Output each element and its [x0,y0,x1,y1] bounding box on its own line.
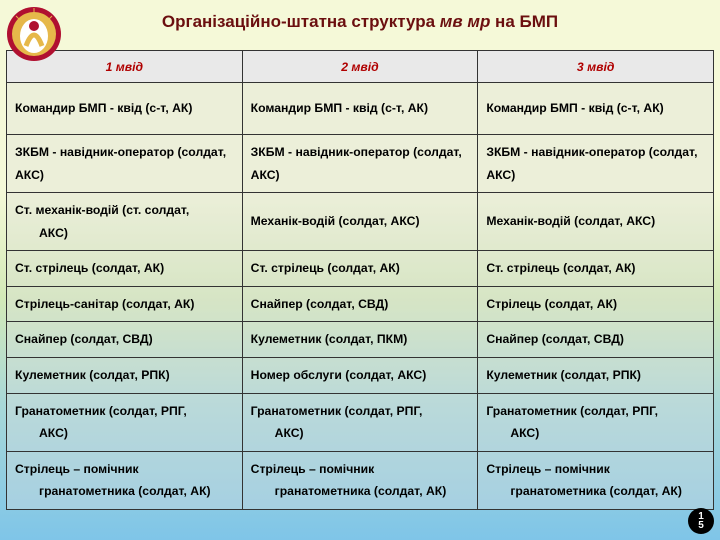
table-cell: Командир БМП - квід (с-т, АК) [242,83,478,135]
table-cell: Ст. механік-водій (ст. солдат, АКС) [7,193,243,251]
table-cell: Командир БМП - квід (с-т, АК) [478,83,714,135]
table-cell: Кулеметник (солдат, ПКМ) [242,322,478,358]
cell-line2: гранатометника (солдат, АК) [15,480,234,503]
table-cell: ЗКБМ - навідник-оператор (солдат, АКС) [242,135,478,193]
table-cell: Механік-водій (солдат, АКС) [478,193,714,251]
col-header-3: 3 мвід [478,51,714,83]
cell-line1: Ст. механік-водій (ст. солдат, [15,203,189,217]
table-cell: Стрілець (солдат, АК) [478,286,714,322]
table-row: ЗКБМ - навідник-оператор (солдат, АКС)ЗК… [7,135,714,193]
table-cell: Гранатометник (солдат, РПГ, АКС) [7,393,243,451]
table-cell: Стрілець – помічник гранатометника (солда… [478,451,714,509]
cell-line2: гранатометника (солдат, АК) [486,480,705,503]
table-cell: Ст. стрілець (солдат, АК) [242,251,478,287]
table-cell: ЗКБМ - навідник-оператор (солдат, АКС) [7,135,243,193]
col-header-2: 2 мвід [242,51,478,83]
cell-line1: Стрілець – помічник [251,462,375,476]
table-cell: Снайпер (солдат, СВД) [242,286,478,322]
table-cell: Стрілець-санітар (солдат, АК) [7,286,243,322]
table-row: Ст. механік-водій (ст. солдат, АКС) Механі… [7,193,714,251]
table-cell: Стрілець – помічник гранатометника (солда… [7,451,243,509]
cell-line2: АКС) [251,422,470,445]
emblem-icon [6,6,62,62]
table-header-row: 1 мвід 2 мвід 3 мвід [7,51,714,83]
page-title: Організаційно-штатна структура мв мр на … [0,0,720,32]
cell-line2: АКС) [15,222,234,245]
cell-line2: АКС) [15,422,234,445]
table-row: Стрілець – помічник гранатометника (солда… [7,451,714,509]
page-num-bottom: 5 [698,521,704,530]
title-part3: на БМП [490,12,558,31]
structure-table-container: 1 мвід 2 мвід 3 мвід Командир БМП - квід… [6,50,714,510]
table-cell: Снайпер (солдат, СВД) [7,322,243,358]
cell-line1: Гранатометник (солдат, РПГ, [486,404,658,418]
cell-line1: Стрілець – помічник [15,462,139,476]
table-cell: Ст. стрілець (солдат, АК) [478,251,714,287]
table-cell: Снайпер (солдат, СВД) [478,322,714,358]
table-cell: Стрілець – помічник гранатометника (солда… [242,451,478,509]
table-cell: Номер обслуги (солдат, АКС) [242,357,478,393]
title-part1: Організаційно-штатна структура [162,12,440,31]
table-cell: Ст. стрілець (солдат, АК) [7,251,243,287]
table-cell: Гранатометник (солдат, РПГ, АКС) [242,393,478,451]
table-cell: Кулеметник (солдат, РПК) [478,357,714,393]
cell-line1: Механік-водій (солдат, АКС) [251,214,420,228]
cell-line2: гранатометника (солдат, АК) [251,480,470,503]
cell-line1: Гранатометник (солдат, РПГ, [251,404,423,418]
structure-table: 1 мвід 2 мвід 3 мвід Командир БМП - квід… [6,50,714,510]
cell-line1: Механік-водій (солдат, АКС) [486,214,655,228]
table-row: Стрілець-санітар (солдат, АК)Снайпер (со… [7,286,714,322]
table-cell: ЗКБМ - навідник-оператор (солдат, АКС) [478,135,714,193]
table-cell: Командир БМП - квід (с-т, АК) [7,83,243,135]
table-row: Гранатометник (солдат, РПГ,АКС)Гранатоме… [7,393,714,451]
cell-line2: АКС) [486,422,705,445]
table-cell: Механік-водій (солдат, АКС) [242,193,478,251]
table-cell: Кулеметник (солдат, РПК) [7,357,243,393]
table-cell: Гранатометник (солдат, РПГ, АКС) [478,393,714,451]
cell-line1: Стрілець – помічник [486,462,610,476]
table-row: Командир БМП - квід (с-т, АК)Командир БМ… [7,83,714,135]
page-number-badge: 1 5 [688,508,714,534]
cell-line1: Гранатометник (солдат, РПГ, [15,404,187,418]
table-row: Кулеметник (солдат, РПК)Номер обслуги (с… [7,357,714,393]
title-part2: мв мр [440,12,491,31]
table-row: Ст. стрілець (солдат, АК)Ст. стрілець (с… [7,251,714,287]
table-row: Снайпер (солдат, СВД)Кулеметник (солдат,… [7,322,714,358]
